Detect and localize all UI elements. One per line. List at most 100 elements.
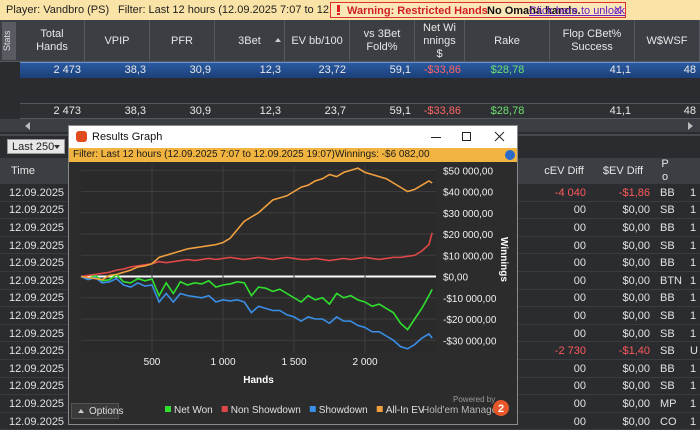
- y-tick-label: -$10 000,00: [443, 294, 497, 305]
- column-header[interactable]: 3Bet: [215, 20, 285, 62]
- x-axis-label: Hands: [243, 375, 274, 386]
- stats-header: [0, 20, 700, 62]
- hand-cell: 00: [573, 204, 586, 217]
- hand-cell: 00: [573, 274, 586, 287]
- hand-cell: 00: [573, 257, 586, 270]
- range-selector-text: Last 250: [12, 141, 55, 153]
- column-header[interactable]: EV bb/100: [285, 20, 350, 62]
- hand-cell: 12.09.2025 18: [9, 327, 80, 340]
- stats-cell: 48: [683, 64, 696, 76]
- column-header[interactable]: Net Winnings $: [415, 20, 465, 62]
- close-warning[interactable]: X: [614, 5, 622, 17]
- hand-cell: 12.09.2025 18: [9, 221, 80, 234]
- hand-cell: 00: [573, 309, 586, 322]
- warning-icon: [337, 5, 340, 12]
- hand-cell: SB: [660, 204, 675, 217]
- column-header[interactable]: Flop CBet% Success: [550, 20, 635, 62]
- hand-cell: BTN: [660, 274, 682, 287]
- column-header[interactable]: W$WSF: [635, 20, 700, 62]
- column-header[interactable]: vs 3Bet Fold%: [350, 20, 415, 62]
- hand-cell: 1: [690, 257, 697, 270]
- dropdown-arrow: [54, 145, 60, 149]
- hand-cell: BB: [660, 362, 675, 375]
- scroll-left[interactable]: [25, 122, 30, 130]
- minimize-button[interactable]: [431, 137, 441, 138]
- hand-cell: 00: [573, 239, 586, 252]
- stats-side-label[interactable]: Stats: [2, 22, 16, 60]
- hand-cell: $0,00: [622, 309, 650, 322]
- scroll-right[interactable]: [688, 122, 693, 130]
- y-tick-label: -$30 000,00: [443, 336, 497, 347]
- warning-box: Warning: Restricted Hands No Omaha hands…: [330, 2, 626, 18]
- hand-cell: BB: [660, 186, 675, 199]
- graph-winnings: Winnings: -$6 082,00: [335, 149, 430, 160]
- hand-cell: SB: [660, 380, 675, 393]
- range-selector[interactable]: Last 250: [7, 139, 65, 154]
- column-header[interactable]: Po: [661, 158, 669, 183]
- y-tick-label: -$20 000,00: [443, 315, 497, 326]
- hand-cell: -2 730: [554, 345, 586, 358]
- maximize-button[interactable]: [462, 132, 471, 141]
- column-header[interactable]: cEV Diff: [544, 164, 584, 177]
- selected-row[interactable]: [20, 62, 700, 78]
- hand-cell: BB: [660, 292, 675, 305]
- hand-cell: -$1,86: [618, 186, 650, 199]
- unlock-link[interactable]: Click here to unlock: [529, 5, 625, 17]
- column-header[interactable]: Time: [11, 164, 36, 177]
- y-tick-label: $20 000,00: [443, 230, 493, 241]
- column-header[interactable]: PFR: [150, 20, 215, 62]
- filter-bar: Filter: Last 12 hours (12.09.2025 7:07 t…: [69, 148, 517, 162]
- stats-cell: 2 473: [53, 64, 81, 76]
- hand-cell: 12.09.2025 17: [9, 204, 80, 217]
- stats-cell: 59,1: [389, 105, 411, 117]
- hand-cell: 1: [690, 292, 697, 305]
- hand-cell: 00: [573, 397, 586, 410]
- stats-cell: 30,9: [189, 64, 211, 76]
- stats-cell: 23,7: [324, 105, 346, 117]
- hand-cell: MP: [660, 397, 677, 410]
- hand-cell: 1: [690, 309, 697, 322]
- y-tick-label: $40 000,00: [443, 188, 493, 199]
- hand-cell: $0,00: [622, 274, 650, 287]
- hand-cell: 00: [573, 362, 586, 375]
- legend-label: Net Won: [174, 405, 213, 416]
- column-header[interactable]: $EV Diff: [602, 164, 644, 177]
- x-tick-label: 1 500: [281, 357, 306, 368]
- options-caret: [78, 409, 84, 413]
- title-bar: Results Graph: [69, 126, 517, 148]
- y-tick-label: $10 000,00: [443, 251, 493, 262]
- close-button[interactable]: [494, 131, 505, 142]
- stats-cell: $28,78: [490, 64, 525, 76]
- hand-cell: SB: [660, 309, 675, 322]
- options-button[interactable]: Options: [71, 403, 123, 419]
- y-tick-label: $0,00: [443, 273, 468, 284]
- legend-swatch: [221, 406, 228, 412]
- series-line: [80, 275, 433, 350]
- player-label: Player: Vandbro (PS): [6, 4, 110, 16]
- stats-cell: 48: [683, 105, 696, 117]
- stats-cell: 59,1: [389, 64, 411, 76]
- series-line: [80, 273, 433, 331]
- results-chart: $50 000,00 $40 000,00 $30 000,00 $20 000,00…: [80, 166, 509, 416]
- legend-swatch: [309, 406, 316, 412]
- stats-cell: 38,3: [124, 105, 146, 117]
- stats-row[interactable]: [20, 103, 700, 119]
- legend-swatch: [165, 406, 171, 412]
- hand-cell: 1: [690, 274, 697, 287]
- x-tick-label: 2 000: [352, 357, 377, 368]
- hand-cell: 00: [573, 292, 586, 305]
- series-line: [80, 232, 433, 278]
- stats-cell: 12,3: [259, 64, 281, 76]
- hand-cell: $0,00: [622, 397, 650, 410]
- options-text: Options: [89, 406, 124, 417]
- hand-cell: $0,00: [622, 327, 650, 340]
- hand-cell: $0,00: [622, 415, 650, 428]
- column-header[interactable]: VPIP: [85, 20, 150, 62]
- help-icon[interactable]: [505, 150, 515, 160]
- hand-cell: -4 040: [554, 186, 586, 199]
- column-header[interactable]: Rake: [465, 20, 550, 62]
- legend-label: Non Showdown: [231, 405, 301, 416]
- column-header[interactable]: Total Hands: [20, 20, 85, 62]
- hand-cell: 1: [690, 186, 697, 199]
